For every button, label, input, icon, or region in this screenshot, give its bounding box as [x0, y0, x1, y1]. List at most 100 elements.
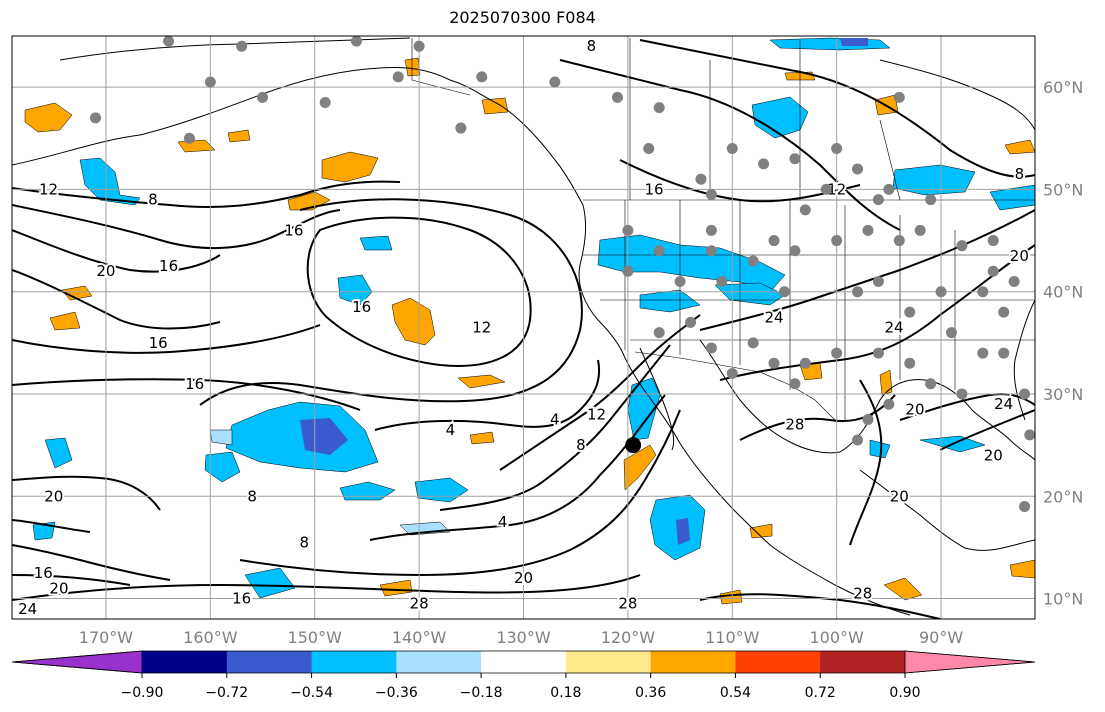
shaded-anomaly-fields: [24, 37, 1035, 605]
contour-label: 28: [618, 595, 637, 613]
station-dot: [685, 316, 697, 328]
station-dot: [789, 245, 801, 257]
station-dot: [987, 265, 999, 277]
station-dot: [90, 112, 102, 124]
contour-label: 20: [514, 569, 533, 587]
station-dot: [862, 224, 874, 236]
longitude-labels: 170°W 160°W 150°W 140°W 130°W 120°W 110°W 100°W…: [79, 628, 964, 647]
station-dot: [883, 183, 895, 195]
shading-blue: [337, 274, 373, 306]
shading-orange: [1004, 139, 1035, 155]
contour-label: 8: [587, 37, 597, 55]
station-dot: [799, 204, 811, 216]
contour-line: [12, 180, 401, 208]
station-dot: [705, 245, 717, 257]
station-dot: [622, 265, 634, 277]
station-dot: [1024, 429, 1035, 441]
contour-line: [199, 198, 583, 406]
contour-line: [12, 519, 91, 533]
colorbar-labels: −0.90 −0.72 −0.54 −0.36 −0.18 0.18 0.36 0.54 0.7…: [121, 673, 921, 701]
contour-label: 24: [18, 600, 37, 618]
colorbar-segment: [820, 651, 906, 673]
station-dot: [392, 71, 404, 83]
lat-tick-label: 10°N: [1043, 590, 1083, 609]
contour-label: 20: [984, 446, 1003, 464]
lon-tick-label: 100°W: [809, 628, 864, 647]
station-dot: [350, 36, 362, 47]
colorbar-tick-label: 0.18: [550, 685, 581, 701]
contour-label: 8: [300, 533, 310, 551]
shading-blue: [204, 451, 241, 483]
station-dot: [236, 40, 248, 52]
station-dot: [893, 235, 905, 247]
shading-blue: [359, 235, 393, 251]
station-dot: [956, 388, 968, 400]
contour-lines: [12, 39, 1035, 619]
contour-label: 28: [410, 595, 429, 613]
shading-orange: [457, 374, 506, 389]
shading-orange: [379, 579, 413, 597]
contour-line: [12, 574, 641, 601]
lon-tick-label: 120°W: [601, 628, 656, 647]
station-dot: [872, 275, 884, 287]
station-dot: [747, 337, 759, 349]
contour-line: [369, 394, 666, 541]
station-dot: [705, 224, 717, 236]
colorbar: [11, 650, 1036, 674]
lat-tick-label: 40°N: [1043, 283, 1083, 302]
contour-line: [12, 544, 171, 581]
colorbar-segment: [142, 651, 228, 673]
contour-line: [849, 379, 883, 546]
station-dot: [831, 235, 843, 247]
contour-label: 16: [149, 334, 168, 352]
station-dot: [925, 194, 937, 206]
shading-blue: [79, 157, 141, 206]
shading-darkblue: [676, 518, 690, 545]
station-markers: [90, 36, 1035, 512]
colorbar-segment: [735, 651, 821, 673]
contour-label: 24: [764, 308, 783, 326]
lon-tick-label: 140°W: [392, 628, 447, 647]
colorbar-tick-label: −0.90: [121, 685, 164, 701]
station-dot: [476, 71, 488, 83]
contour-label: 20: [44, 487, 63, 505]
contour-label: 16: [284, 221, 303, 239]
shading-orange: [391, 297, 436, 346]
lon-tick-label: 160°W: [183, 628, 238, 647]
lat-tick-label: 20°N: [1043, 487, 1083, 506]
colorbar-segment: [565, 651, 652, 673]
colorbar-segment: [311, 651, 397, 673]
station-dot: [622, 224, 634, 236]
contour-line: [12, 378, 361, 411]
lon-tick-label: 150°W: [288, 628, 343, 647]
contour-line: [699, 209, 1035, 331]
contour-line: [374, 359, 600, 431]
colorbar-tick-label: 0.72: [805, 685, 836, 701]
station-dot: [893, 91, 905, 103]
station-dot: [904, 306, 916, 318]
colorbar-tick-label: 0.54: [720, 685, 751, 701]
station-dot: [455, 122, 467, 134]
shading-orange: [227, 129, 251, 143]
station-dot: [789, 153, 801, 165]
contour-label: 20: [905, 400, 924, 418]
station-dot: [872, 194, 884, 206]
contour-label: 16: [34, 564, 53, 582]
shading-orange: [321, 151, 379, 183]
station-dot: [1019, 500, 1031, 512]
shading-orange: [749, 523, 773, 539]
station-dot: [998, 347, 1010, 359]
map-frame: [11, 35, 1036, 620]
station-dot: [956, 240, 968, 252]
shading-blue: [869, 439, 891, 459]
contour-line: [939, 409, 1035, 451]
station-dot: [611, 91, 623, 103]
station-dot: [319, 96, 331, 108]
station-dot: [768, 357, 780, 369]
station-dot: [935, 286, 947, 298]
station-dot: [862, 414, 874, 426]
shading-blue: [339, 481, 396, 501]
shading-blue: [225, 401, 379, 473]
colorbar-tick-label: −0.72: [205, 685, 248, 701]
colorbar-extend-high: [904, 650, 1036, 674]
